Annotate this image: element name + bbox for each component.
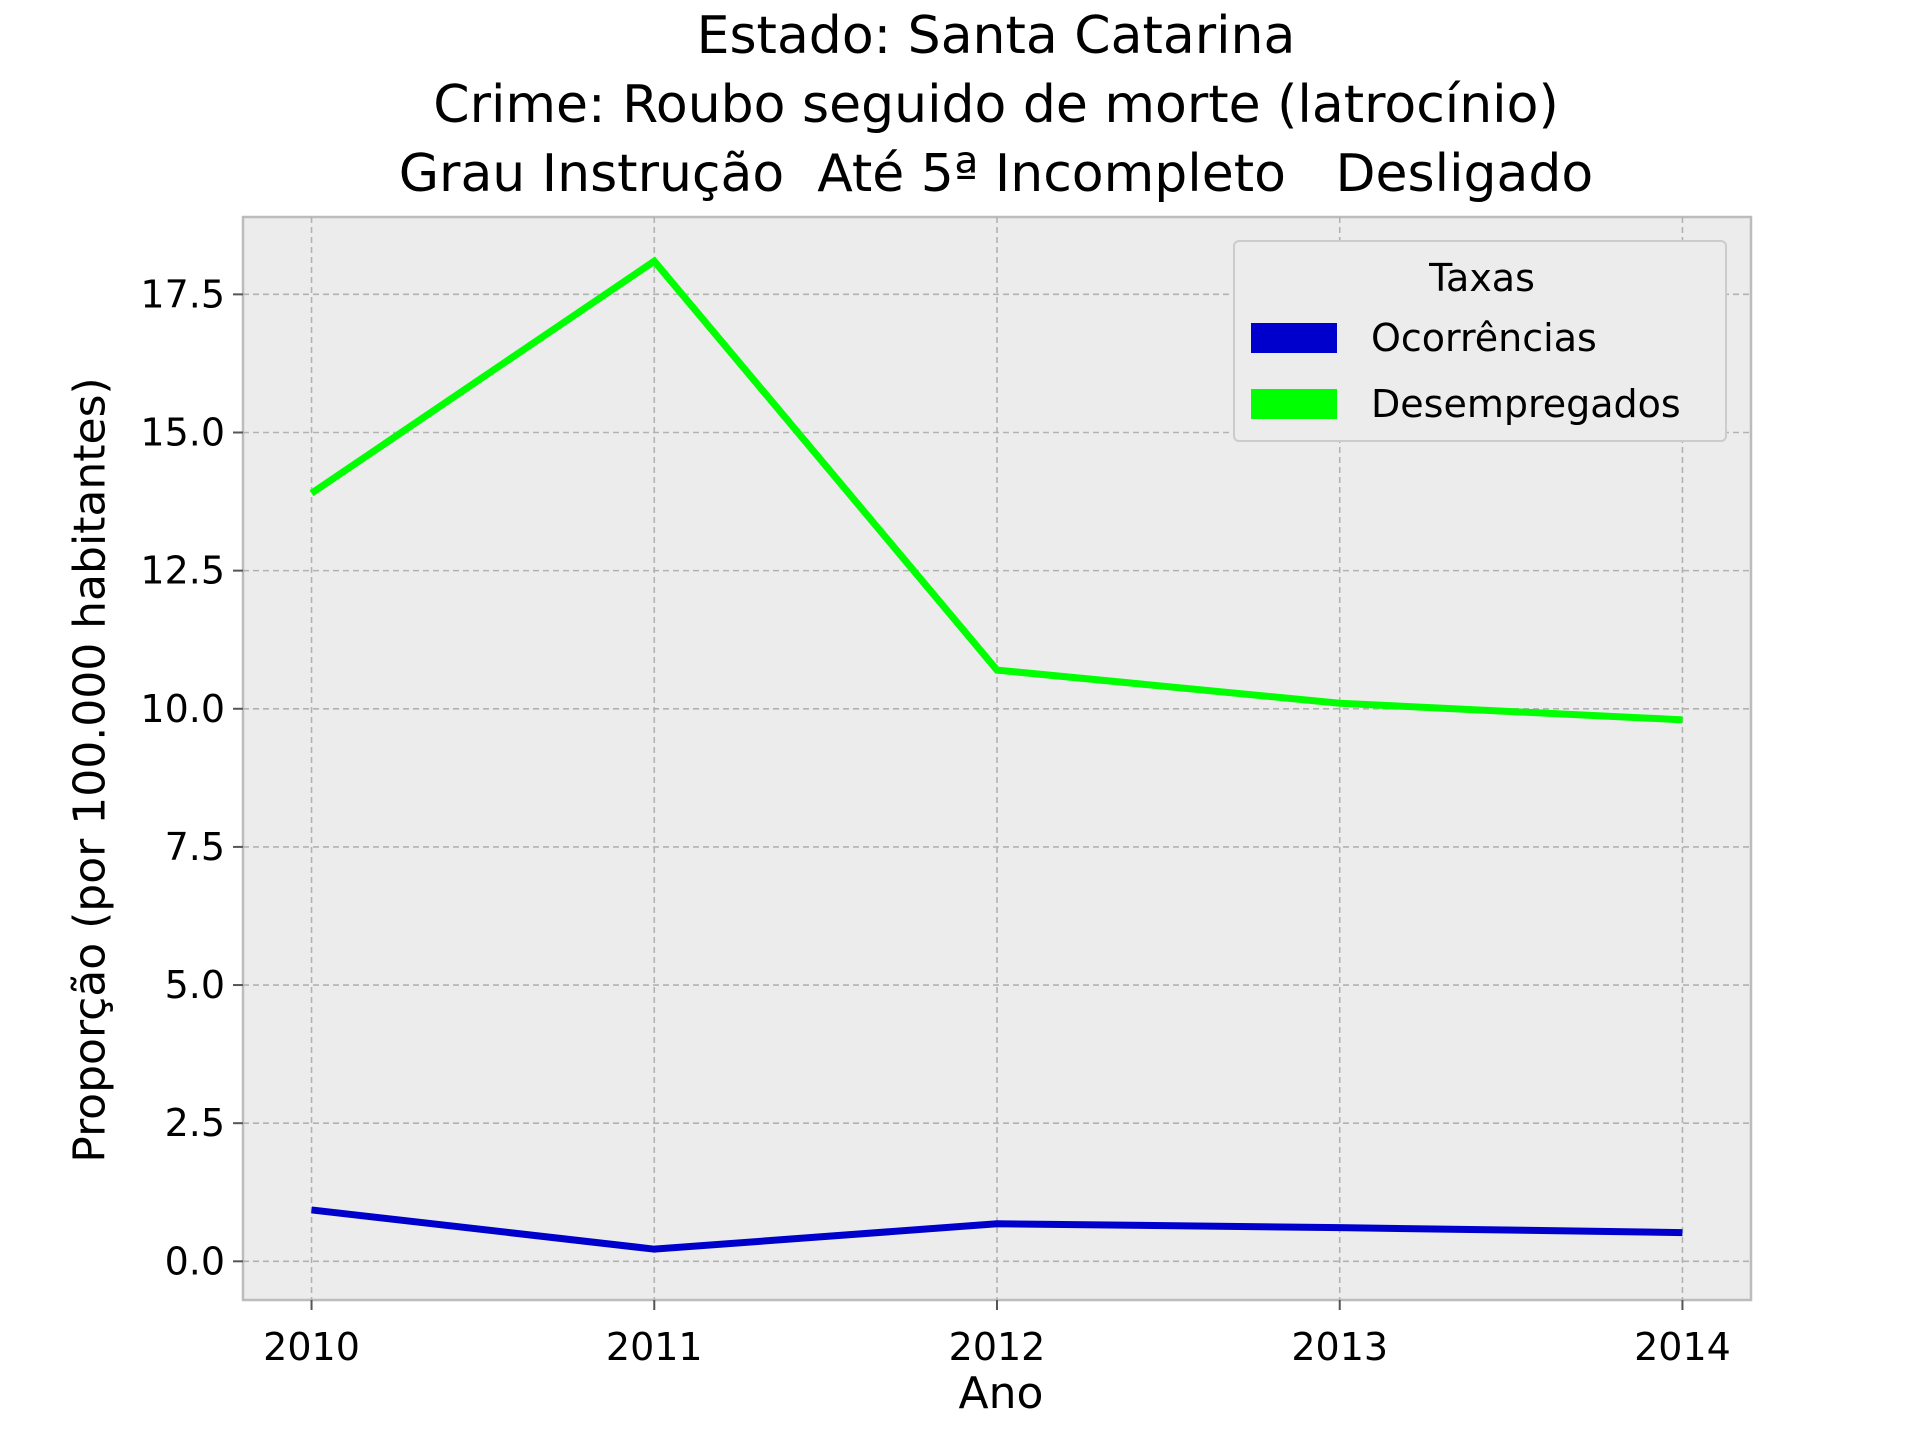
chart-title-line-3: Grau Instrução Até 5ª Incompleto Desliga…: [398, 144, 1594, 204]
x-tick-label: 2013: [1291, 1325, 1388, 1369]
x-tick-label: 2011: [606, 1325, 703, 1369]
legend-label-ocorrencias: Ocorrências: [1371, 316, 1597, 360]
x-tick-label: 2010: [263, 1325, 360, 1369]
x-tick-label: 2012: [949, 1325, 1046, 1369]
series-line-1: [309, 256, 1683, 724]
axis-ticks: 2010 2011 2012 2013 2014 0.0 2.5 5.0 7.5 10.0 12.5…: [140, 272, 1730, 1369]
y-tick-label: 5.0: [165, 963, 225, 1007]
legend-swatch-desempregados: [1251, 389, 1337, 419]
x-tick-label: 2014: [1634, 1325, 1731, 1369]
legend-swatch-ocorrencias: [1251, 323, 1337, 353]
legend-title: Taxas: [1429, 256, 1535, 300]
series-lines: [309, 256, 1683, 1253]
x-axis-label: Ano: [958, 1368, 1044, 1419]
legend-label-desempregados: Desempregados: [1371, 382, 1681, 426]
y-tick-label: 2.5: [165, 1101, 225, 1145]
grid: [243, 217, 1751, 1300]
legend: Taxas Ocorrências Desempregados: [1233, 240, 1727, 442]
y-tick-label: 0.0: [165, 1239, 225, 1283]
y-tick-label: 12.5: [140, 549, 225, 593]
chart-title-line-1: Estado: Santa Catarina: [696, 6, 1296, 66]
y-tick-label: 7.5: [165, 825, 225, 869]
series-line-0: [311, 1206, 1683, 1253]
y-tick-label: 15.0: [140, 410, 225, 454]
legend-item-desempregados: Desempregados: [1251, 382, 1681, 426]
y-tick-label: 10.0: [140, 687, 225, 731]
y-tick-label: 17.5: [140, 272, 225, 316]
legend-item-ocorrencias: Ocorrências: [1251, 316, 1597, 360]
y-axis-label: Proporção (por 100.000 habitantes): [64, 377, 116, 1163]
chart-title-line-2: Crime: Roubo seguido de morte (latrocíni…: [433, 75, 1559, 135]
